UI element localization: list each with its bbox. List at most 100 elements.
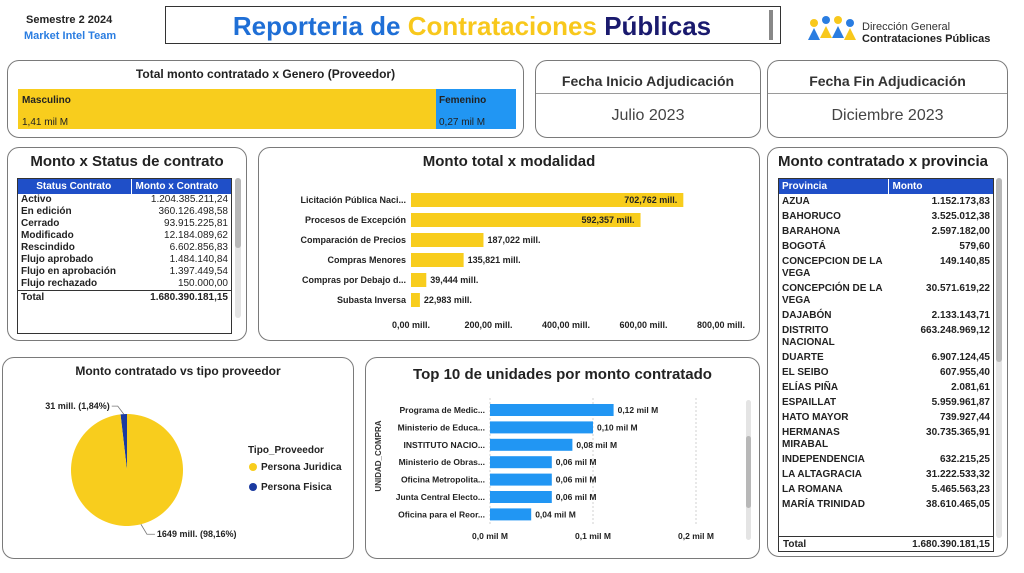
table-row[interactable]: HATO MAYOR 739.927,44	[778, 410, 994, 425]
provincia-monto-cell: 2.081,61	[951, 382, 990, 393]
monto-col-header[interactable]: Monto x Contrato	[131, 178, 232, 194]
x-tick-label: 0,0 mil M	[472, 531, 508, 541]
bar[interactable]	[490, 508, 532, 521]
logo-text-line1: Dirección General	[862, 21, 951, 33]
status-scroll-thumb[interactable]	[235, 178, 241, 248]
table-row[interactable]: AZUA 1.152.173,83	[778, 194, 994, 209]
provincia-col-header[interactable]: Provincia	[778, 178, 889, 194]
title-divider	[769, 10, 773, 40]
masculino-value: 1,41 mil M	[22, 117, 69, 128]
provincia-monto-cell: 632.215,25	[939, 454, 990, 465]
table-row[interactable]: Flujo rechazado 150.000,00	[17, 278, 232, 291]
table-row[interactable]: EL SEIBO 607.955,40	[778, 365, 994, 380]
provincia-total-value: 1.680.390.181,15	[912, 539, 990, 550]
provincia-cell: BOGOTÁ	[782, 241, 826, 252]
legend-entry[interactable]: Persona Juridica	[261, 462, 342, 473]
table-row[interactable]: CONCEPCIÓN DE LA VEGA 30.571.619,22	[778, 281, 994, 308]
provincia-cell: CONCEPCIÓN DE LA VEGA	[782, 283, 883, 306]
provincia-monto-cell: 5.465.563,23	[931, 484, 990, 495]
y-axis-label: UNIDAD_COMPRA	[374, 420, 383, 491]
status-panel: Monto x Status de contrato Status Contra…	[7, 147, 247, 341]
provincia-panel: Monto contratado x provincia Provincia M…	[767, 147, 1008, 557]
table-row[interactable]: Flujo en aprobación 1.397.449,54	[17, 266, 232, 278]
status-scrollbar[interactable]	[235, 178, 241, 318]
bar[interactable]	[490, 473, 552, 486]
tipo-proveedor-chart: 31 mill. (1,84%) 1649 mill. (98,16%) Tipo_…	[45, 401, 342, 539]
bar[interactable]	[411, 193, 684, 207]
modalidad-chart-title: Monto total x modalidad	[422, 153, 596, 170]
bar[interactable]	[490, 456, 552, 469]
masculino-bar[interactable]	[18, 89, 436, 129]
pie-slice[interactable]	[120, 414, 127, 470]
table-row[interactable]: DAJABÓN 2.133.143,71	[778, 308, 994, 323]
legend-swatch[interactable]	[249, 463, 257, 471]
bar[interactable]	[411, 273, 427, 287]
bar[interactable]	[411, 213, 641, 227]
gender-panel: Total monto contratado x Genero (Proveed…	[7, 60, 524, 138]
monto-cell: 1.484.140,84	[169, 254, 228, 265]
fecha-inicio-value[interactable]: Julio 2023	[611, 107, 685, 124]
table-row[interactable]: BOGOTÁ 579,60	[778, 239, 994, 254]
provincia-monto-col-header[interactable]: Monto	[888, 178, 994, 194]
modalidad-panel: Monto total x modalidad Licitación Públi…	[258, 147, 760, 341]
bar[interactable]	[490, 438, 573, 451]
status-col-header[interactable]: Status Contrato	[17, 178, 132, 194]
table-row[interactable]: Activo 1.204.385.211,24	[17, 194, 232, 206]
pie-slice[interactable]	[71, 414, 184, 526]
table-row[interactable]: Rescindido 6.602.856,83	[17, 242, 232, 254]
bar[interactable]	[490, 404, 614, 416]
femenino-value: 0,27 mil M	[439, 117, 486, 128]
data-label: 0,06 mil M	[556, 475, 597, 485]
category-label: Compras por Debajo d...	[302, 275, 406, 285]
top10-scroll-thumb[interactable]	[746, 436, 751, 508]
provincia-scroll-thumb[interactable]	[996, 178, 1002, 362]
table-row[interactable]: Flujo aprobado 1.484.140,84	[17, 254, 232, 266]
provincia-table-viewport[interactable]: Provincia Monto AZUA 1.152.173,83 BAHORUCO…	[778, 178, 994, 550]
monto-cell: 12.184.089,62	[164, 230, 228, 241]
semester-label: Semestre 2 2024	[26, 14, 113, 26]
table-row[interactable]: ELÍAS PIÑA 2.081,61	[778, 380, 994, 395]
provincia-total-row: Total 1.680.390.181,15	[778, 536, 994, 552]
provincia-cell: DUARTE	[782, 352, 824, 363]
provincia-monto-cell: 31.222.533,32	[926, 469, 990, 480]
bar[interactable]	[490, 491, 552, 503]
page-title-part1: Reporteria de	[232, 11, 408, 41]
table-row[interactable]: CONCEPCION DE LA VEGA 149.140,85	[778, 254, 994, 281]
table-row[interactable]: Modificado 12.184.089,62	[17, 230, 232, 242]
table-row[interactable]: MARÍA TRINIDAD 38.610.465,05	[778, 497, 994, 512]
status-cell: Cerrado	[21, 218, 60, 229]
provincia-monto-cell: 38.610.465,05	[926, 499, 990, 510]
bar[interactable]	[411, 253, 464, 267]
fecha-fin-value[interactable]: Diciembre 2023	[831, 107, 944, 124]
legend-swatch[interactable]	[249, 483, 257, 491]
monto-cell: 1.204.385.211,24	[150, 194, 228, 205]
table-row[interactable]: ESPAILLAT 5.959.961,87	[778, 395, 994, 410]
category-label: Ministerio de Educa...	[398, 422, 485, 432]
table-row[interactable]: BARAHONA 2.597.182,00	[778, 224, 994, 239]
modalidad-chart: Licitación Pública Naci... 702,762 mill. P…	[300, 193, 745, 330]
data-label: 702,762 mill.	[624, 195, 677, 205]
data-label: 0,06 mil M	[556, 457, 597, 467]
table-row[interactable]: INDEPENDENCIA 632.215,25	[778, 452, 994, 467]
femenino-label: Femenino	[439, 95, 487, 106]
legend-entry[interactable]: Persona Fisica	[261, 482, 332, 493]
table-row[interactable]: En edición 360.126.498,58	[17, 206, 232, 218]
status-cell: Activo	[21, 194, 52, 205]
femenino-bar[interactable]	[436, 89, 516, 129]
table-row[interactable]: LA ROMANA 5.465.563,23	[778, 482, 994, 497]
status-cell: Flujo en aprobación	[21, 266, 117, 277]
bar[interactable]	[490, 421, 593, 434]
table-row[interactable]: LA ALTAGRACIA 31.222.533,32	[778, 467, 994, 482]
table-row[interactable]: DISTRITO NACIONAL 663.248.969,12	[778, 323, 994, 350]
bar[interactable]	[411, 233, 484, 247]
page-title-box: Reporteria de Contrataciones Públicas	[165, 6, 781, 44]
provincia-monto-cell: 3.525.012,38	[931, 211, 990, 222]
table-row[interactable]: BAHORUCO 3.525.012,38	[778, 209, 994, 224]
table-row[interactable]: Cerrado 93.915.225,81	[17, 218, 232, 230]
table-row[interactable]: HERMANAS MIRABAL 30.735.365,91	[778, 425, 994, 452]
provincia-cell: EL SEIBO	[782, 367, 829, 378]
table-row[interactable]: DUARTE 6.907.124,45	[778, 350, 994, 365]
monto-cell: 93.915.225,81	[164, 218, 228, 229]
provincia-cell: ELÍAS PIÑA	[782, 382, 839, 393]
bar[interactable]	[411, 293, 420, 307]
